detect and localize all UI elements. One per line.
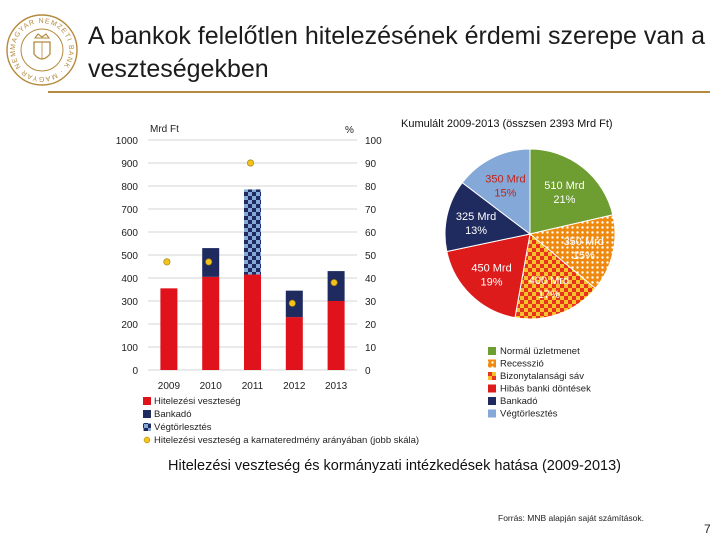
legend-label: Hitelezési veszteség: [154, 396, 241, 407]
legend-label: Végtörlesztés: [154, 422, 212, 433]
y-left-axis-label: Mrd Ft: [150, 124, 179, 135]
y-left-tick-label: 800: [121, 182, 138, 193]
scatter-point: [205, 258, 213, 266]
bar-segment: [244, 189, 261, 275]
legend-swatch: [143, 397, 151, 405]
y-left-tick-label: 500: [121, 251, 138, 262]
pie-amount-label: 400 Mrd: [529, 275, 569, 287]
y-right-axis-label: %: [345, 125, 354, 136]
y-left-tick-label: 600: [121, 228, 138, 239]
pie-chart: Kumulált 2009-2013 (összsen 2393 Mrd Ft)…: [401, 118, 616, 420]
y-right-tick-label: 90: [365, 159, 377, 170]
y-left-tick-label: 200: [121, 320, 138, 331]
legend-label: Hitelezési veszteség a karnateredmény ar…: [154, 435, 419, 446]
pie-slice: [529, 148, 614, 235]
y-left-tick-label: 1000: [116, 136, 139, 147]
central-bank-logo: MAGYAR NEMZETI BANK · MAGYAR NEMZETI BAN…: [4, 12, 78, 86]
y-left-tick-label: 400: [121, 274, 138, 285]
y-right-tick-label: 60: [365, 228, 377, 239]
pie-slice: [528, 214, 616, 290]
x-tick-label: 2011: [242, 381, 264, 392]
legend-label: Végtörlesztés: [500, 409, 558, 420]
y-right-tick-label: 30: [365, 297, 377, 308]
y-right-tick-label: 10: [365, 343, 377, 354]
bar-segment: [244, 274, 261, 370]
legend-label: Normál üzletmenet: [500, 346, 580, 357]
pie-slice: [444, 181, 532, 253]
y-left-tick-label: 300: [121, 297, 138, 308]
legend-swatch: [143, 423, 151, 431]
legend-swatch: [143, 436, 151, 444]
pie-slice: [446, 233, 531, 319]
legend-swatch: [143, 410, 151, 418]
bar-segment: [202, 276, 220, 370]
bar-legend: Hitelezési veszteség Bankadó Végtörlesztés…: [143, 396, 419, 446]
legend-label: Hibás banki döntések: [500, 384, 591, 395]
legend-label: Bankadó: [154, 409, 192, 420]
scatter-point: [163, 258, 171, 266]
legend-swatch: [488, 397, 496, 405]
y-right-tick-label: 50: [365, 251, 377, 262]
pie-amount-label: 350 Mrd: [564, 236, 604, 248]
x-tick-label: 2012: [283, 381, 306, 392]
y-left-tick-label: 0: [132, 366, 138, 377]
bar-segment: [327, 301, 345, 370]
legend-swatch: [488, 347, 496, 355]
legend-swatch: [488, 384, 496, 393]
y-right-tick-label: 80: [365, 182, 377, 193]
pie-legend: Normál üzletmenet RecesszióBizonytalanság…: [488, 346, 591, 420]
pie-percent-label: 19%: [480, 277, 502, 289]
x-tick-label: 2009: [158, 381, 181, 392]
y-right-tick-label: 70: [365, 205, 377, 216]
source-note: Forrás: MNB alapján saját számítások.: [498, 513, 644, 523]
chart-caption: Hitelezési veszteség és kormányzati inté…: [168, 458, 621, 474]
scatter-point: [330, 279, 338, 287]
y-right-tick-label: 100: [365, 136, 382, 147]
legend-swatch: [488, 372, 496, 380]
pie-slice: [514, 233, 596, 320]
pie-percent-label: 17%: [538, 289, 560, 301]
pie-percent-label: 15%: [494, 188, 516, 200]
scatter-point: [288, 299, 296, 307]
pie-percent-label: 21%: [553, 194, 575, 206]
legend-label: Bizonytalansági sáv: [500, 371, 584, 382]
legend-label: Recesszió: [500, 359, 544, 370]
x-tick-label: 2010: [200, 381, 223, 392]
legend-swatch: [488, 359, 496, 368]
scatter-point: [247, 159, 255, 167]
bar-chart: 0 100 200 300 400 500 600 700 800 900 1000 0 10 20 30 4…: [116, 124, 419, 446]
pie-percent-label: 13%: [465, 225, 487, 237]
y-right-tick-label: 40: [365, 274, 377, 285]
title-divider: [48, 91, 710, 93]
pie-amount-label: 350 Mrd: [485, 174, 525, 186]
pie-amount-label: 450 Mrd: [471, 263, 511, 275]
bar-segment: [327, 271, 345, 301]
pie-title: Kumulált 2009-2013 (összsen 2393 Mrd Ft): [401, 118, 613, 130]
pie-slice: [461, 148, 531, 236]
page-number: 7: [704, 522, 711, 536]
slide-title: A bankok felelőtlen hitelezésének érdemi…: [88, 22, 706, 83]
legend-swatch: [488, 409, 496, 418]
bar-segment: [285, 317, 303, 370]
y-left-tick-label: 100: [121, 343, 138, 354]
y-right-tick-label: 20: [365, 320, 377, 331]
legend-label: Bankadó: [500, 396, 538, 407]
y-left-tick-label: 700: [121, 205, 138, 216]
y-left-tick-label: 900: [121, 159, 138, 170]
pie-amount-label: 325 Mrd: [456, 211, 496, 223]
pie-amount-label: 510 Mrd: [544, 180, 584, 192]
x-tick-label: 2013: [325, 381, 348, 392]
bar-segment: [160, 288, 178, 370]
pie-percent-label: 15%: [573, 250, 595, 262]
y-right-tick-label: 0: [365, 366, 371, 377]
